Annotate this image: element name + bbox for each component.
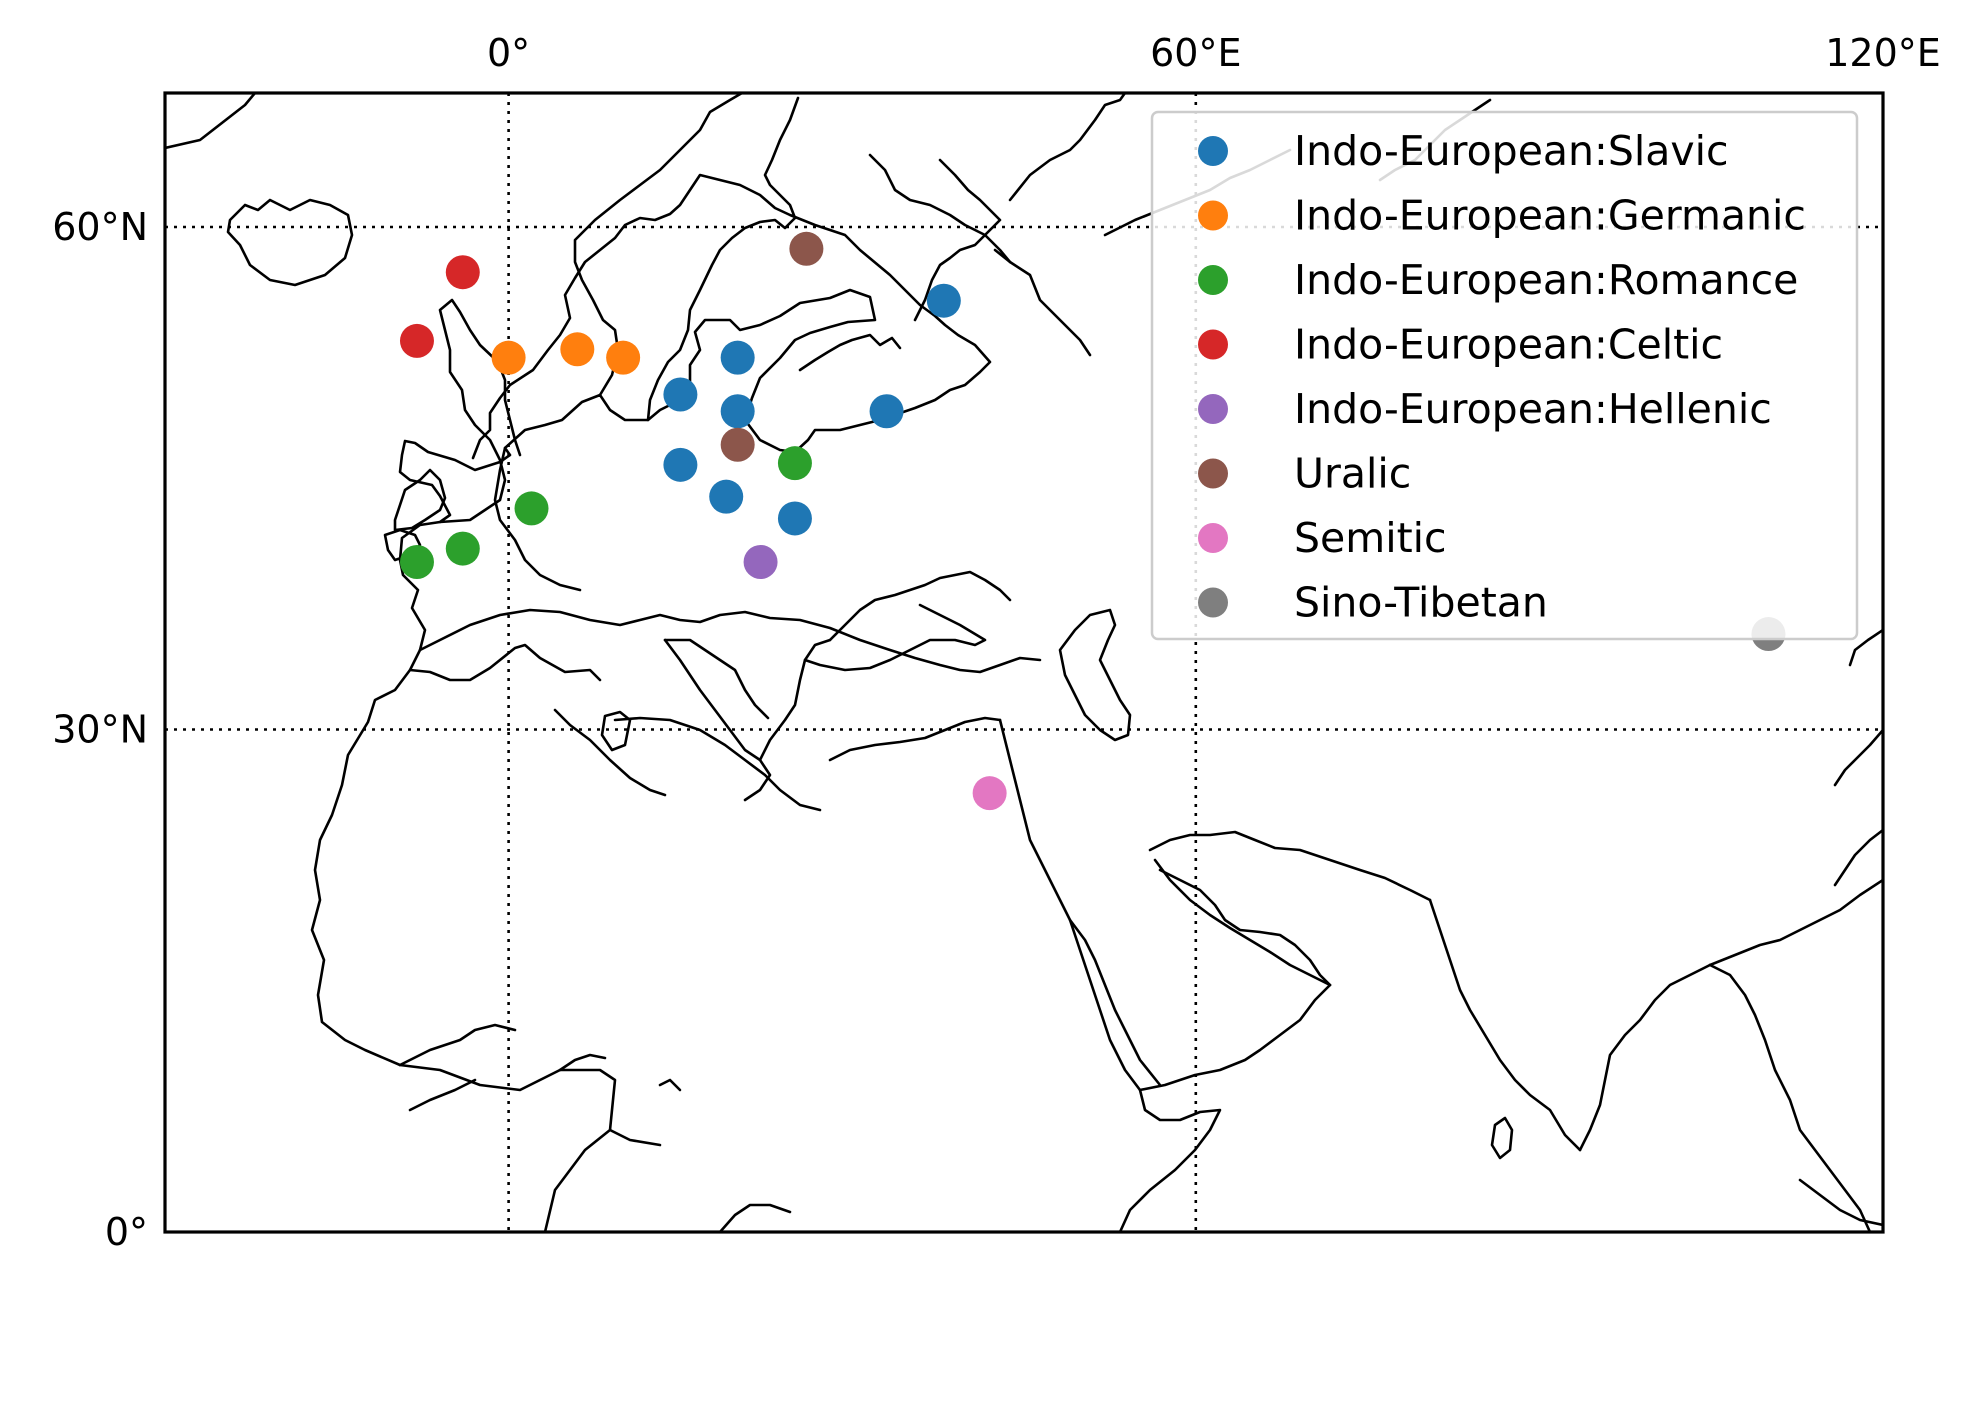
- lon-tick-label: 120°E: [1825, 31, 1941, 75]
- longitude-tick-labels: 0° 60°E 120°E: [487, 31, 1941, 75]
- coastlines: [165, 93, 1883, 1232]
- data-point-6-0: [972, 776, 1007, 811]
- data-point-0-3: [720, 394, 755, 429]
- legend-marker-5: [1198, 458, 1228, 489]
- data-point-0-7: [777, 501, 812, 536]
- legend-label-7: Sino-Tibetan: [1294, 579, 1548, 627]
- lat-tick-label: 0°: [105, 1210, 148, 1254]
- legend-marker-7: [1198, 587, 1228, 618]
- data-point-2-2: [514, 491, 549, 526]
- legend-marker-3: [1198, 329, 1228, 360]
- data-point-0-5: [663, 447, 698, 482]
- legend-label-0: Indo-European:Slavic: [1294, 127, 1729, 175]
- legend-label-2: Indo-European:Romance: [1294, 256, 1798, 304]
- legend-marker-6: [1198, 523, 1228, 553]
- legend-marker-2: [1198, 265, 1228, 295]
- legend: Indo-European:Slavic Indo-European:German…: [1150, 110, 1859, 641]
- data-point-1-0: [491, 340, 526, 375]
- data-point-0-0: [926, 283, 961, 318]
- data-point-1-2: [606, 340, 641, 375]
- lat-tick-label: 30°N: [52, 708, 148, 752]
- legend-label-6: Semitic: [1294, 514, 1447, 562]
- legend-box: [1150, 110, 1859, 641]
- lat-tick-label: 60°N: [52, 205, 148, 249]
- data-point-2-1: [445, 531, 480, 566]
- lon-tick-label: 0°: [487, 31, 530, 75]
- data-point-3-1: [399, 323, 434, 358]
- map-frame: [163, 91, 1885, 1234]
- data-point-0-4: [869, 394, 904, 429]
- data-point-2-0: [399, 545, 434, 579]
- lon-tick-label: 60°E: [1150, 31, 1241, 75]
- legend-marker-4: [1198, 394, 1228, 424]
- legend-label-5: Uralic: [1294, 450, 1411, 498]
- latitude-tick-labels: 0° 30°N 60°N: [52, 205, 148, 1254]
- legend-label-1: Indo-European:Germanic: [1294, 192, 1806, 240]
- legend-entries: Indo-European:Slavic Indo-European:German…: [1198, 127, 1806, 627]
- data-point-5-1: [720, 427, 755, 462]
- data-point-0-1: [720, 340, 755, 375]
- legend-marker-0: [1198, 136, 1228, 166]
- legend-label-4: Indo-European:Hellenic: [1294, 385, 1772, 433]
- data-point-5-0: [789, 231, 824, 266]
- data-point-3-0: [445, 255, 480, 290]
- data-point-1-1: [560, 332, 595, 367]
- data-point-4-0: [743, 545, 778, 579]
- data-point-2-3: [777, 446, 812, 481]
- data-point-0-2: [663, 377, 698, 412]
- legend-marker-1: [1198, 200, 1228, 231]
- data-point-0-6: [709, 479, 744, 514]
- legend-label-3: Indo-European:Celtic: [1294, 321, 1723, 369]
